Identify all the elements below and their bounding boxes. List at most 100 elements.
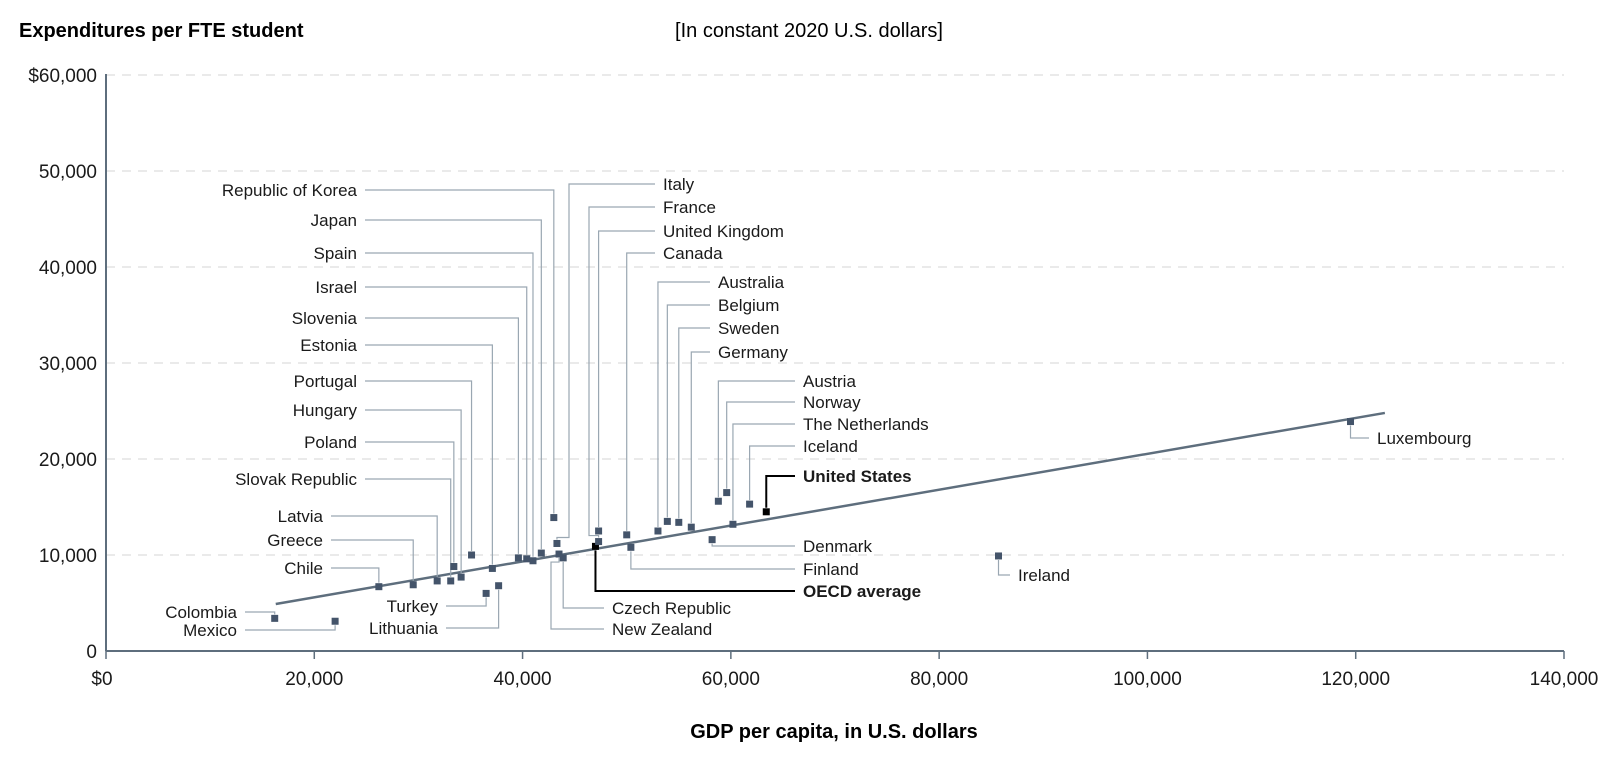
data-point-latvia xyxy=(433,577,441,585)
leader-line-iceland xyxy=(749,445,795,501)
data-point-chile xyxy=(375,583,383,591)
leader-line-luxembourg xyxy=(1349,425,1369,439)
data-point-new-zealand xyxy=(555,550,563,558)
point-label-oecd-average: OECD average xyxy=(803,582,921,601)
data-point-austria xyxy=(714,497,722,505)
point-label-united-kingdom: United Kingdom xyxy=(663,222,784,241)
data-point-spain xyxy=(529,557,537,565)
leader-line-austria xyxy=(717,380,795,498)
leader-line-turkey xyxy=(446,597,487,607)
data-point-denmark xyxy=(708,536,716,544)
point-label-slovak-republic: Slovak Republic xyxy=(235,470,357,489)
point-label-italy: Italy xyxy=(663,175,695,194)
point-label-germany: Germany xyxy=(718,343,788,362)
data-point-czech-republic xyxy=(559,554,567,562)
leader-line-japan xyxy=(365,219,542,550)
y-tick-label: 40,000 xyxy=(39,258,97,279)
point-label-portugal: Portugal xyxy=(294,372,357,391)
leader-line-portugal xyxy=(365,380,473,551)
data-points xyxy=(271,418,1355,625)
point-label-austria: Austria xyxy=(803,372,856,391)
data-point-republic-of-korea xyxy=(550,514,558,522)
data-point-mexico xyxy=(331,617,339,625)
point-label-iceland: Iceland xyxy=(803,437,858,456)
data-point-greece xyxy=(409,581,417,589)
data-point-sweden xyxy=(675,518,683,526)
data-point-united-states xyxy=(762,508,770,516)
data-point-france xyxy=(595,538,603,546)
point-label-norway: Norway xyxy=(803,393,861,412)
point-label-finland: Finland xyxy=(803,560,859,579)
point-label-belgium: Belgium xyxy=(718,296,779,315)
chart-subtitle: [In constant 2020 U.S. dollars] xyxy=(675,20,943,42)
leader-line-united-kingdom xyxy=(597,230,655,527)
data-point-germany xyxy=(687,523,695,531)
point-label-ireland: Ireland xyxy=(1018,566,1070,585)
leader-line-oecd-average xyxy=(594,550,795,592)
leader-line-chile xyxy=(331,567,380,583)
x-axis-title: GDP per capita, in U.S. dollars xyxy=(690,721,978,743)
leader-line-hungary xyxy=(365,409,462,574)
data-point-the-netherlands xyxy=(729,520,737,528)
tick-labels: 0 10,000 20,000 30,000 40,000 50,000 $60,000 $0… xyxy=(28,66,1598,690)
leader-line-australia xyxy=(657,281,710,527)
leader-line-israel xyxy=(365,286,528,555)
leader-line-united-states xyxy=(765,475,795,508)
data-point-belgium xyxy=(663,517,671,525)
data-point-japan xyxy=(537,549,545,557)
data-point-slovenia xyxy=(514,554,522,562)
y-tick-label: 50,000 xyxy=(39,162,97,183)
leader-line-ireland xyxy=(997,559,1010,576)
y-tick-label: 10,000 xyxy=(39,546,97,567)
point-label-japan: Japan xyxy=(311,211,357,230)
data-point-israel xyxy=(523,555,531,563)
data-point-luxembourg xyxy=(1347,418,1355,426)
point-label-the-netherlands: The Netherlands xyxy=(803,415,929,434)
leader-line-germany xyxy=(690,351,710,524)
leader-line-italy xyxy=(556,183,655,540)
point-label-slovenia: Slovenia xyxy=(292,309,358,328)
leader-line-lithuania xyxy=(446,589,500,629)
y-tick-label: 0 xyxy=(86,642,97,663)
point-label-israel: Israel xyxy=(315,278,357,297)
data-point-slovak-republic xyxy=(447,577,455,585)
axes xyxy=(105,74,1565,659)
x-tick-label: $0 xyxy=(91,669,112,690)
y-tick-label: 20,000 xyxy=(39,450,97,471)
leader-line-estonia xyxy=(365,344,493,565)
data-point-colombia xyxy=(271,614,279,622)
point-label-australia: Australia xyxy=(718,273,785,292)
data-point-norway xyxy=(723,489,731,497)
leader-line-new-zealand xyxy=(550,558,604,630)
data-point-australia xyxy=(654,527,662,535)
point-label-spain: Spain xyxy=(314,244,357,263)
point-label-sweden: Sweden xyxy=(718,319,779,338)
leader-line-slovenia xyxy=(365,317,520,554)
data-point-oecd-average xyxy=(591,542,599,550)
x-tick-label: 120,000 xyxy=(1321,669,1390,690)
data-point-iceland xyxy=(746,500,754,508)
point-label-colombia: Colombia xyxy=(165,603,237,622)
data-point-estonia xyxy=(488,564,496,572)
leader-line-latvia xyxy=(331,515,438,577)
point-label-canada: Canada xyxy=(663,244,723,263)
data-point-finland xyxy=(627,543,635,551)
data-point-hungary xyxy=(457,573,465,581)
y-tick-label: 30,000 xyxy=(39,354,97,375)
point-label-chile: Chile xyxy=(284,559,323,578)
leader-line-spain xyxy=(365,252,534,557)
data-point-united-kingdom xyxy=(595,527,603,535)
leader-line-colombia xyxy=(245,611,276,615)
x-tick-label: 100,000 xyxy=(1113,669,1182,690)
x-tick-label: 80,000 xyxy=(910,669,968,690)
data-point-ireland xyxy=(995,552,1003,560)
point-label-turkey: Turkey xyxy=(387,597,439,616)
leader-line-republic-of-korea xyxy=(365,189,555,514)
y-tick-label: $60,000 xyxy=(28,66,97,87)
data-point-lithuania xyxy=(495,582,503,590)
x-tick-label: 20,000 xyxy=(285,669,343,690)
leader-line-sweden xyxy=(678,327,710,519)
point-label-denmark: Denmark xyxy=(803,537,872,556)
